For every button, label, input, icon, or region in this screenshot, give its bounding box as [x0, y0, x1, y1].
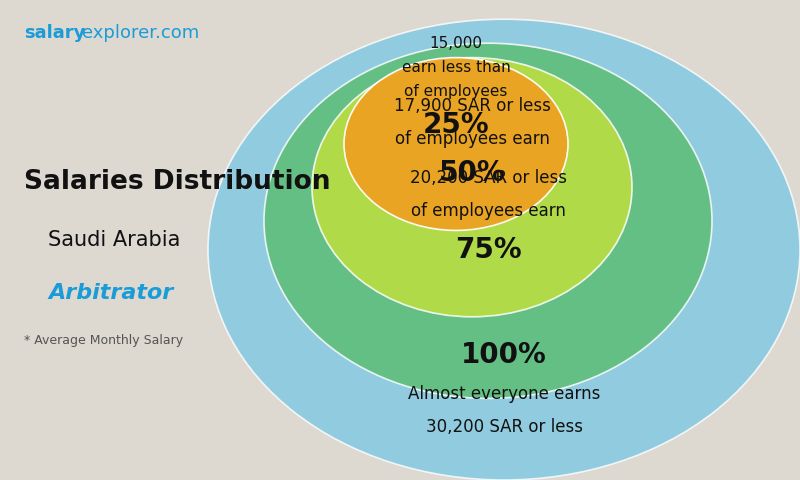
Text: Salaries Distribution: Salaries Distribution — [24, 169, 330, 195]
Text: 30,200 SAR or less: 30,200 SAR or less — [426, 418, 582, 436]
Text: 100%: 100% — [461, 341, 547, 369]
Text: of employees earn: of employees earn — [394, 130, 550, 148]
Text: 15,000: 15,000 — [430, 36, 482, 51]
Text: explorer.com: explorer.com — [82, 24, 200, 42]
Text: Arbitrator: Arbitrator — [48, 283, 174, 303]
Text: * Average Monthly Salary: * Average Monthly Salary — [24, 334, 183, 348]
Ellipse shape — [264, 43, 712, 398]
Text: 75%: 75% — [454, 236, 522, 264]
Text: 17,900 SAR or less: 17,900 SAR or less — [394, 96, 550, 115]
Text: 20,200 SAR or less: 20,200 SAR or less — [410, 168, 566, 187]
Text: of employees earn: of employees earn — [410, 202, 566, 220]
Text: salary: salary — [24, 24, 86, 42]
Ellipse shape — [312, 58, 632, 317]
Text: of employees: of employees — [404, 84, 508, 99]
Text: 25%: 25% — [422, 111, 490, 139]
Text: earn less than: earn less than — [402, 60, 510, 75]
Ellipse shape — [208, 19, 800, 480]
Text: Saudi Arabia: Saudi Arabia — [48, 230, 180, 250]
Text: 50%: 50% — [438, 159, 506, 187]
Text: Almost everyone earns: Almost everyone earns — [408, 384, 600, 403]
Ellipse shape — [344, 58, 568, 230]
